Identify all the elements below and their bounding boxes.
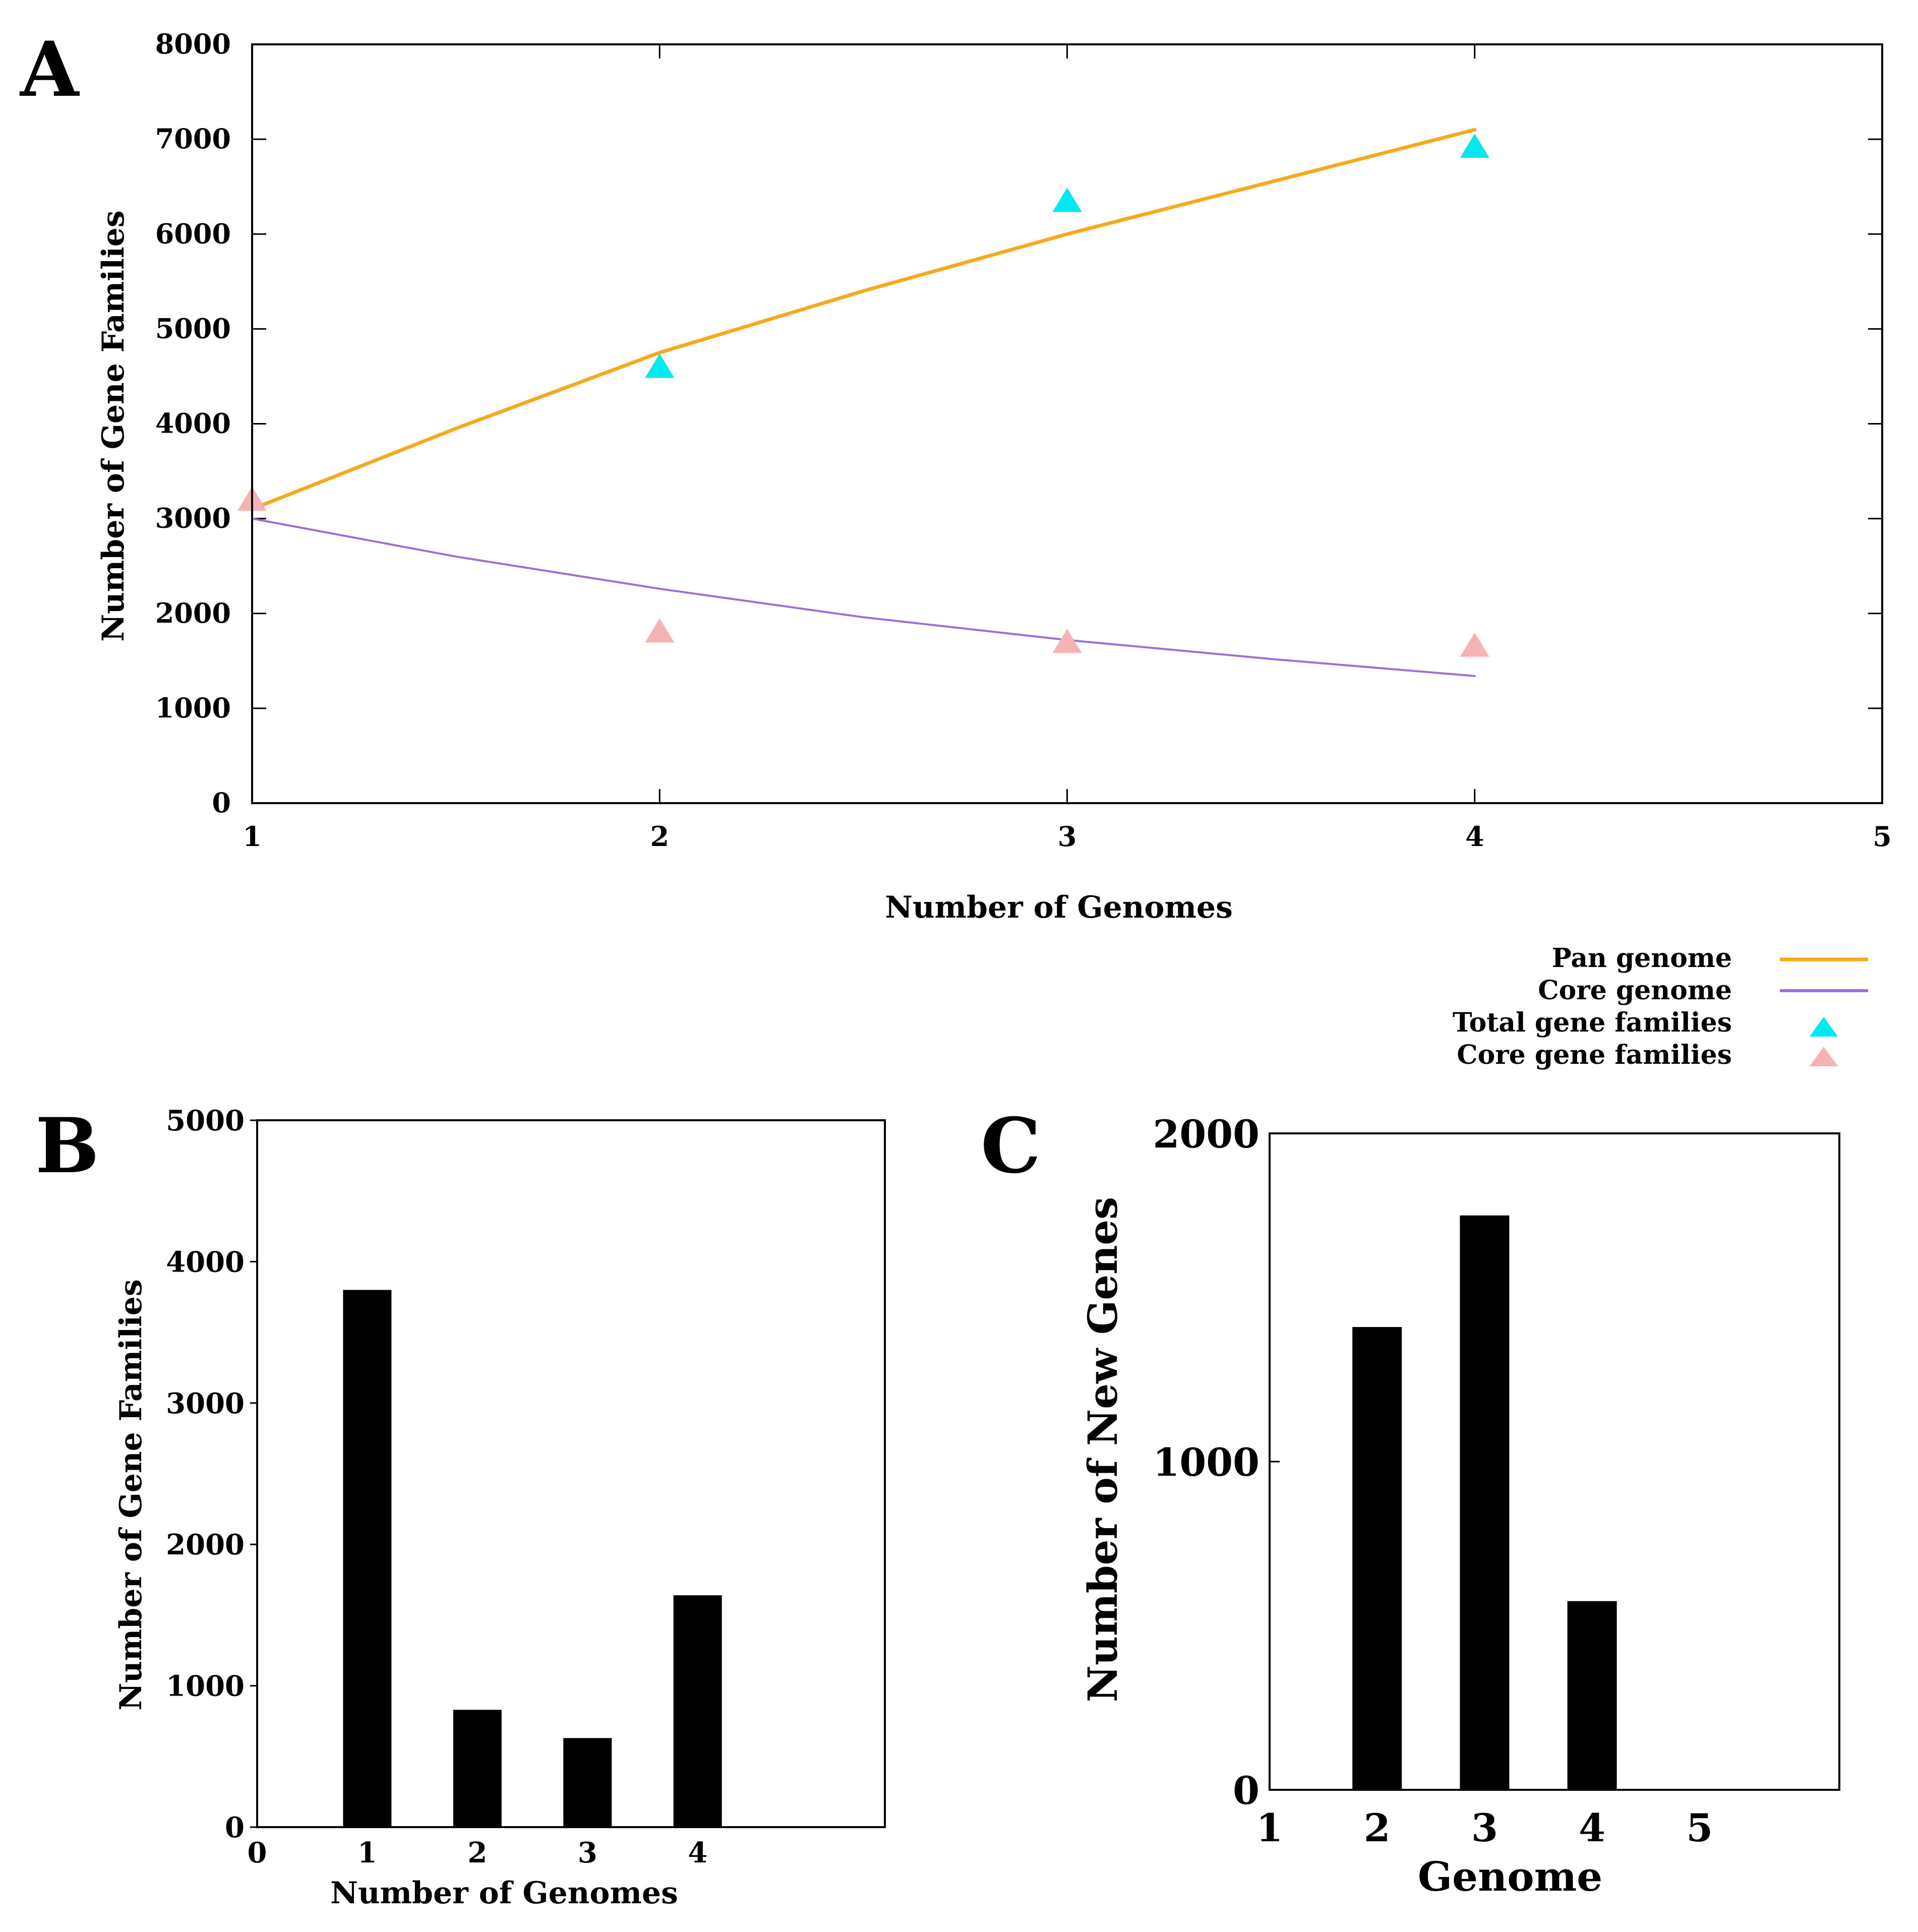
legend-core-genome-label: Core genome xyxy=(1538,975,1732,1006)
panel-a-x-tick-label: 2 xyxy=(650,820,669,853)
panel-a-x-tick-label: 4 xyxy=(1465,820,1484,853)
panel-c-y-tick-label: 0 xyxy=(1233,1768,1260,1813)
panel-c: C 0 1000 2000 1 2 3 4 5 Genome Number of New G… xyxy=(981,1102,1840,1900)
panel-a-y-tick-label: 2000 xyxy=(155,597,231,629)
panel-a-series-lines xyxy=(250,128,1477,677)
panel-b-y-tick-label: 0 xyxy=(225,1811,245,1844)
panel-a-y-tick-label: 3000 xyxy=(155,502,231,534)
legend-total-gene-families-marker xyxy=(1810,1017,1838,1037)
legend-core-gene-families-marker xyxy=(1810,1047,1838,1066)
panel-b-bar xyxy=(563,1738,612,1827)
panel-b: B 0 1000 2000 3000 4000 5000 0 1 2 3 4 Number of … xyxy=(35,1102,886,1911)
panel-c-bar xyxy=(1460,1215,1510,1790)
panel-b-y-tick-label: 2000 xyxy=(166,1528,245,1561)
core-gene-families-marker xyxy=(1460,632,1489,657)
panel-a-label: A xyxy=(19,25,80,114)
panel-c-x-tick-label: 2 xyxy=(1364,1805,1391,1850)
panel-c-x-tick-label: 5 xyxy=(1686,1805,1713,1850)
total-gene-families-marker xyxy=(645,353,675,378)
panel-a-y-tick-label: 4000 xyxy=(155,407,231,440)
panel-b-x-tick-label: 1 xyxy=(357,1836,377,1869)
panel-b-bar xyxy=(453,1710,502,1827)
panel-c-y-tick-labels: 0 1000 2000 xyxy=(1153,1112,1280,1813)
panel-c-bars xyxy=(1352,1215,1617,1790)
panel-c-x-tick-label: 1 xyxy=(1256,1805,1283,1850)
panel-b-y-tick-labels: 0 1000 2000 3000 4000 5000 xyxy=(166,1104,257,1844)
panel-a-y-tick-label: 5000 xyxy=(155,312,231,344)
panel-b-label: B xyxy=(35,1102,99,1190)
panel-b-y-tick-label: 5000 xyxy=(166,1104,245,1137)
core-genome-line xyxy=(251,517,1476,677)
panel-b-bars xyxy=(343,1290,722,1827)
panel-a-y-tick-label: 8000 xyxy=(155,28,231,60)
panel-a-x-tick-labels: 1 2 3 4 5 xyxy=(243,820,1892,853)
panel-c-bar xyxy=(1567,1601,1617,1790)
total-gene-families-marker xyxy=(1460,134,1489,158)
pan-genome-line xyxy=(250,128,1477,511)
panel-a-y-axis-title: Number of Gene Families xyxy=(96,210,131,641)
panel-b-x-tick-label: 4 xyxy=(688,1836,707,1869)
total-gene-families-marker xyxy=(1052,188,1082,212)
core-gene-families-marker xyxy=(1052,629,1082,653)
legend-core-gene-families-label: Core gene families xyxy=(1457,1040,1732,1070)
panel-a-y-tick-label: 7000 xyxy=(155,123,231,155)
panel-a-x-tick-label: 1 xyxy=(243,820,262,853)
panel-c-x-tick-labels: 1 2 3 4 5 xyxy=(1256,1805,1713,1850)
panel-a-y-tick-label: 6000 xyxy=(155,217,231,250)
legend-total-gene-families-label: Total gene families xyxy=(1453,1007,1732,1038)
panel-a-y-tick-label: 1000 xyxy=(155,692,231,724)
panel-a-legend: Pan genome Core genome Total gene famili… xyxy=(1453,943,1868,1070)
panel-c-y-axis-title: Number of New Genes xyxy=(1079,1197,1126,1702)
panel-a-x-axis-title: Number of Genomes xyxy=(885,890,1233,925)
panel-a-y-tick-labels: 0 1000 2000 3000 4000 5000 6000 7000 8000 xyxy=(155,28,231,819)
panel-b-x-tick-labels: 0 1 2 3 4 xyxy=(248,1836,708,1869)
core-gene-families-marker xyxy=(645,618,675,643)
panel-a-frame xyxy=(251,43,1883,804)
panel-c-y-tick-label: 2000 xyxy=(1153,1112,1260,1157)
panel-b-y-tick-label: 3000 xyxy=(166,1387,245,1420)
panel-c-x-tick-label: 4 xyxy=(1579,1805,1605,1850)
panel-c-x-tick-label: 3 xyxy=(1471,1805,1498,1850)
panel-c-bar xyxy=(1352,1327,1402,1790)
panel-c-y-tick-label: 1000 xyxy=(1153,1440,1260,1485)
panel-b-frame xyxy=(256,1119,886,1828)
panel-a-x-tick-label: 5 xyxy=(1873,820,1892,853)
panel-c-x-axis-title: Genome xyxy=(1418,1853,1602,1900)
panel-b-x-tick-label: 3 xyxy=(578,1836,597,1869)
panel-b-x-tick-label: 0 xyxy=(248,1836,267,1869)
panel-a-y-tick-label: 0 xyxy=(212,787,231,819)
panel-b-y-tick-label: 4000 xyxy=(166,1245,245,1279)
panel-a-x-tick-label: 3 xyxy=(1058,820,1077,853)
panel-b-x-tick-label: 2 xyxy=(467,1836,487,1869)
panel-a: A 0 1000 2000 3000 4000 5000 6000 7000 8000 1 2 3 4… xyxy=(19,25,1892,1070)
panel-b-y-tick-label: 1000 xyxy=(166,1670,245,1703)
panel-b-bar xyxy=(343,1290,392,1827)
legend-pan-genome-label: Pan genome xyxy=(1552,943,1732,974)
panel-b-x-axis-title: Number of Genomes xyxy=(330,1876,678,1911)
panel-c-label: C xyxy=(981,1102,1041,1190)
panel-b-bar xyxy=(673,1595,722,1827)
panel-b-y-axis-title: Number of Gene Families xyxy=(113,1279,149,1710)
